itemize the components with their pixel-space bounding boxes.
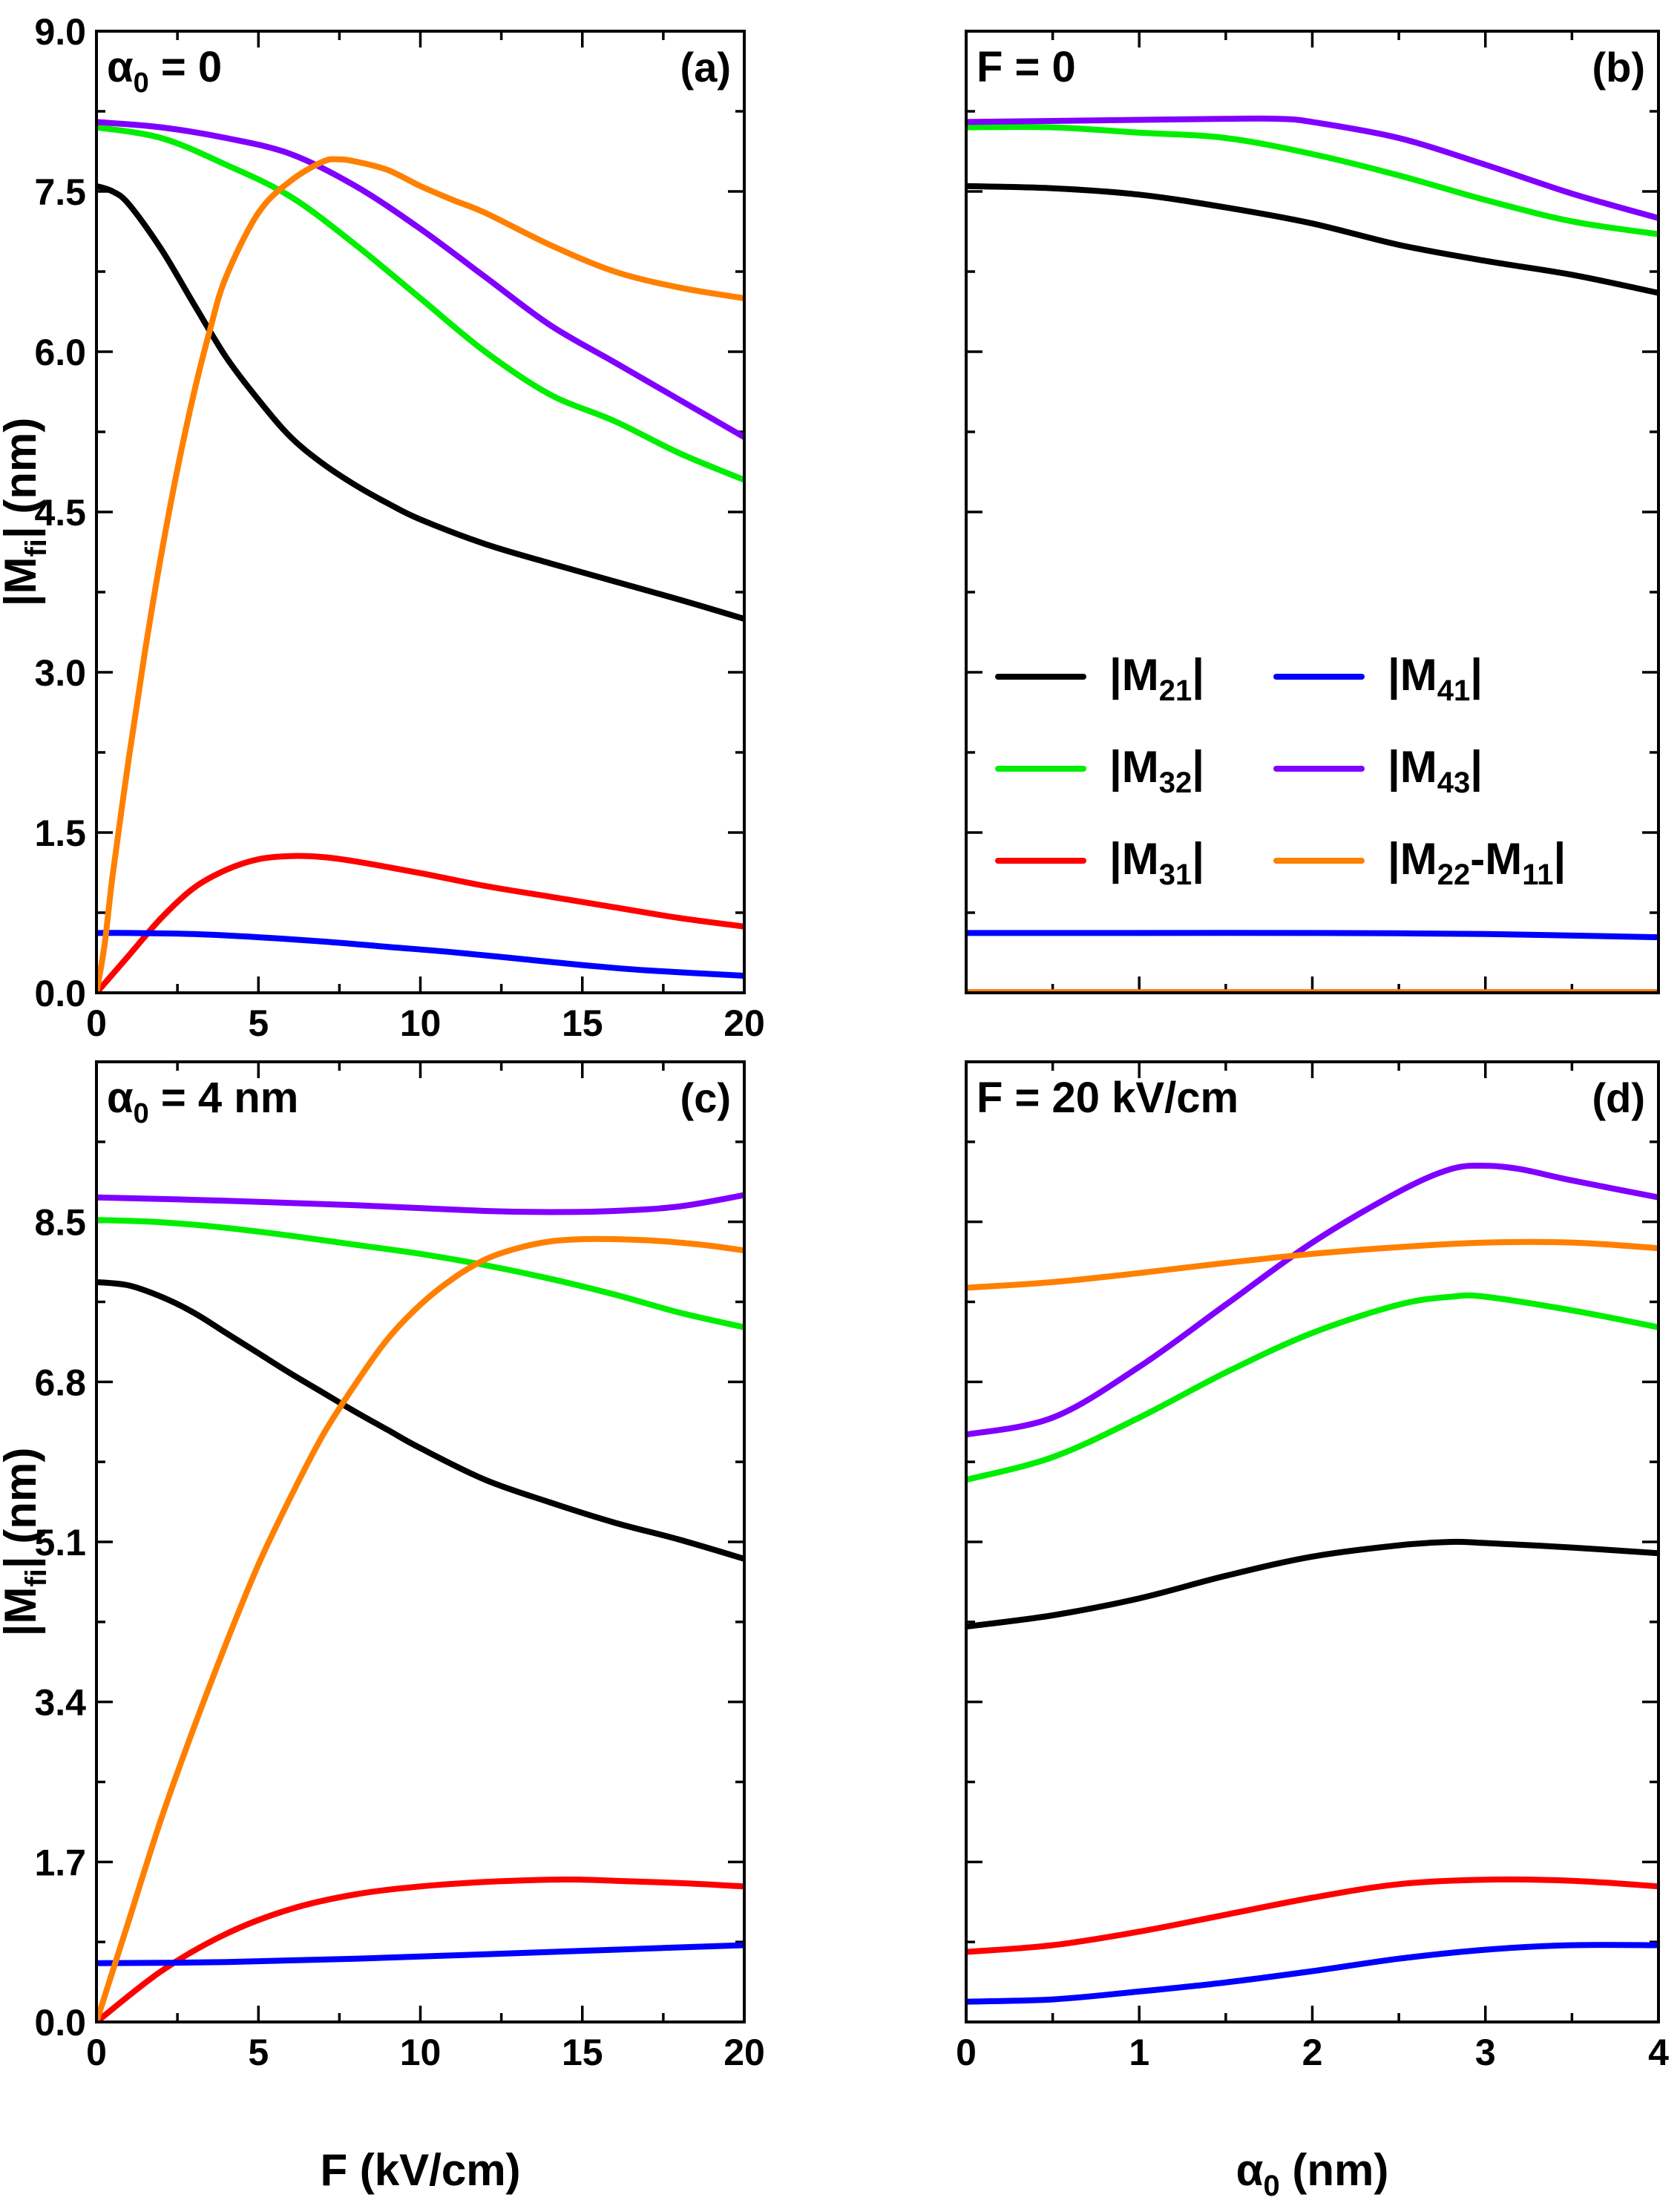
y-axis-label: |Mfi| (nm) [0, 418, 53, 607]
panel-label: F = 0 [977, 43, 1076, 91]
series-line-m22m11 [96, 1235, 744, 2022]
y-tick-label: 0.0 [34, 973, 86, 1014]
panel-tag: (b) [1592, 44, 1645, 91]
legend-item-m21: |M21| [995, 650, 1204, 707]
legend-item-m31: |M31| [995, 834, 1204, 891]
y-axis-label: |Mfi| (nm) [0, 1448, 53, 1637]
series-line-m31 [96, 1876, 744, 2022]
x-axis-label: α0 (nm) [1236, 2145, 1389, 2202]
series-line-m21 [96, 183, 744, 622]
y-tick-label: 1.7 [34, 1842, 86, 1883]
x-tick-label: 10 [400, 2032, 442, 2073]
series-line-m31 [96, 853, 744, 993]
plot-frame [965, 30, 1660, 994]
series-line-m32 [966, 1292, 1658, 1483]
series-line-m41 [966, 1942, 1658, 2005]
y-tick-label: 6.8 [34, 1362, 86, 1403]
series-group [96, 1192, 744, 2022]
x-tick-label: 3 [1475, 2032, 1496, 2073]
series-line-m32 [96, 1217, 744, 1330]
series-line-m43 [96, 119, 744, 441]
panel-tag: (c) [680, 1074, 731, 1121]
series-line-m21 [966, 183, 1658, 296]
legend-label: |M32| [1109, 742, 1204, 799]
series-line-m41 [966, 930, 1658, 941]
y-tick-label: 6.0 [34, 332, 86, 373]
y-tick-label: 3.0 [34, 652, 86, 694]
panel-tag: (d) [1592, 1074, 1645, 1121]
y-tick-label: 4.5 [34, 492, 86, 534]
legend-item-m22m11: |M22-M11| [1273, 834, 1566, 891]
series-line-m31 [966, 1876, 1658, 1955]
series-line-m21 [96, 1278, 744, 1562]
panel-tag: (a) [680, 44, 731, 91]
x-tick-label: 0 [86, 2032, 107, 2073]
x-tick-label: 15 [562, 1002, 603, 1044]
y-tick-label: 8.5 [34, 1202, 86, 1244]
legend-label: |M31| [1109, 834, 1204, 891]
plot-frame [95, 1060, 746, 2023]
series-line-m41 [96, 1942, 744, 1966]
panel-label: α0 = 0 [107, 43, 222, 99]
series-line-m43 [966, 1162, 1658, 1438]
plot-frame [965, 1060, 1660, 2023]
x-tick-label: 10 [400, 1002, 442, 1044]
series-group [96, 119, 744, 993]
legend-item-m41: |M41| [1273, 650, 1483, 707]
panel-a: 0 5 10 15 20 0.0 1.5 3.0 4.5 6.0 7.5 9.0 (a) α0 = 0 |M… [0, 11, 765, 2195]
legend: |M21| |M41| |M32| |M43| |M31| |M22-M11| [995, 650, 1566, 891]
x-tick-label: 1 [1129, 2032, 1149, 2073]
x-tick-label: 20 [723, 2032, 765, 2073]
panel-b: (b) F = 0 [965, 30, 1660, 994]
panel-label: F = 20 kV/cm [977, 1074, 1238, 1122]
series-line-m22m11 [966, 1238, 1658, 1291]
y-tick-label: 0.0 [34, 2002, 86, 2043]
x-tick-label: 0 [86, 1002, 107, 1044]
x-tick-label: 0 [956, 2032, 977, 2073]
series-line-m43 [96, 1192, 744, 1215]
x-axis-label: F (kV/cm) [320, 2145, 520, 2195]
series-group [966, 1162, 1658, 2005]
series-line-m21 [966, 1538, 1658, 1630]
plot-frame [95, 30, 746, 994]
series-line-m43 [966, 115, 1658, 221]
legend-label: |M22-M11| [1388, 834, 1566, 891]
x-tick-label: 2 [1302, 2032, 1323, 2073]
x-tick-label: 20 [723, 1002, 765, 1044]
x-tick-label: 15 [562, 2032, 603, 2073]
series-line-m32 [966, 124, 1658, 237]
legend-label: |M43| [1388, 742, 1483, 799]
legend-item-m32: |M32| [995, 742, 1204, 799]
panel-d: 0 1 2 3 4 (d) F = 20 kV/cm α0 (nm) [956, 1060, 1669, 2202]
x-tick-label: 5 [248, 2032, 269, 2073]
panel-label: α0 = 4 nm [107, 1074, 298, 1129]
panel-c: 0 5 10 15 20 0.0 1.7 3.4 5.1 6.8 8.5 (c) α0 = 4 nm |M… [0, 1060, 765, 2195]
series-line-m41 [96, 930, 744, 979]
x-tick-label: 4 [1648, 2032, 1669, 2073]
y-tick-label: 5.1 [34, 1522, 86, 1563]
x-axis-label: F (kV/cm) [320, 2145, 520, 2195]
legend-label: |M21| [1109, 650, 1204, 707]
y-tick-label: 3.4 [34, 1682, 86, 1724]
x-tick-label: 5 [248, 1002, 269, 1044]
legend-item-m43: |M43| [1273, 742, 1483, 799]
y-tick-label: 9.0 [34, 11, 86, 53]
y-tick-label: 7.5 [34, 171, 86, 213]
series-line-m22m11 [96, 156, 744, 993]
legend-label: |M41| [1388, 650, 1483, 707]
series-line-m32 [96, 124, 744, 483]
y-tick-label: 1.5 [34, 813, 86, 854]
